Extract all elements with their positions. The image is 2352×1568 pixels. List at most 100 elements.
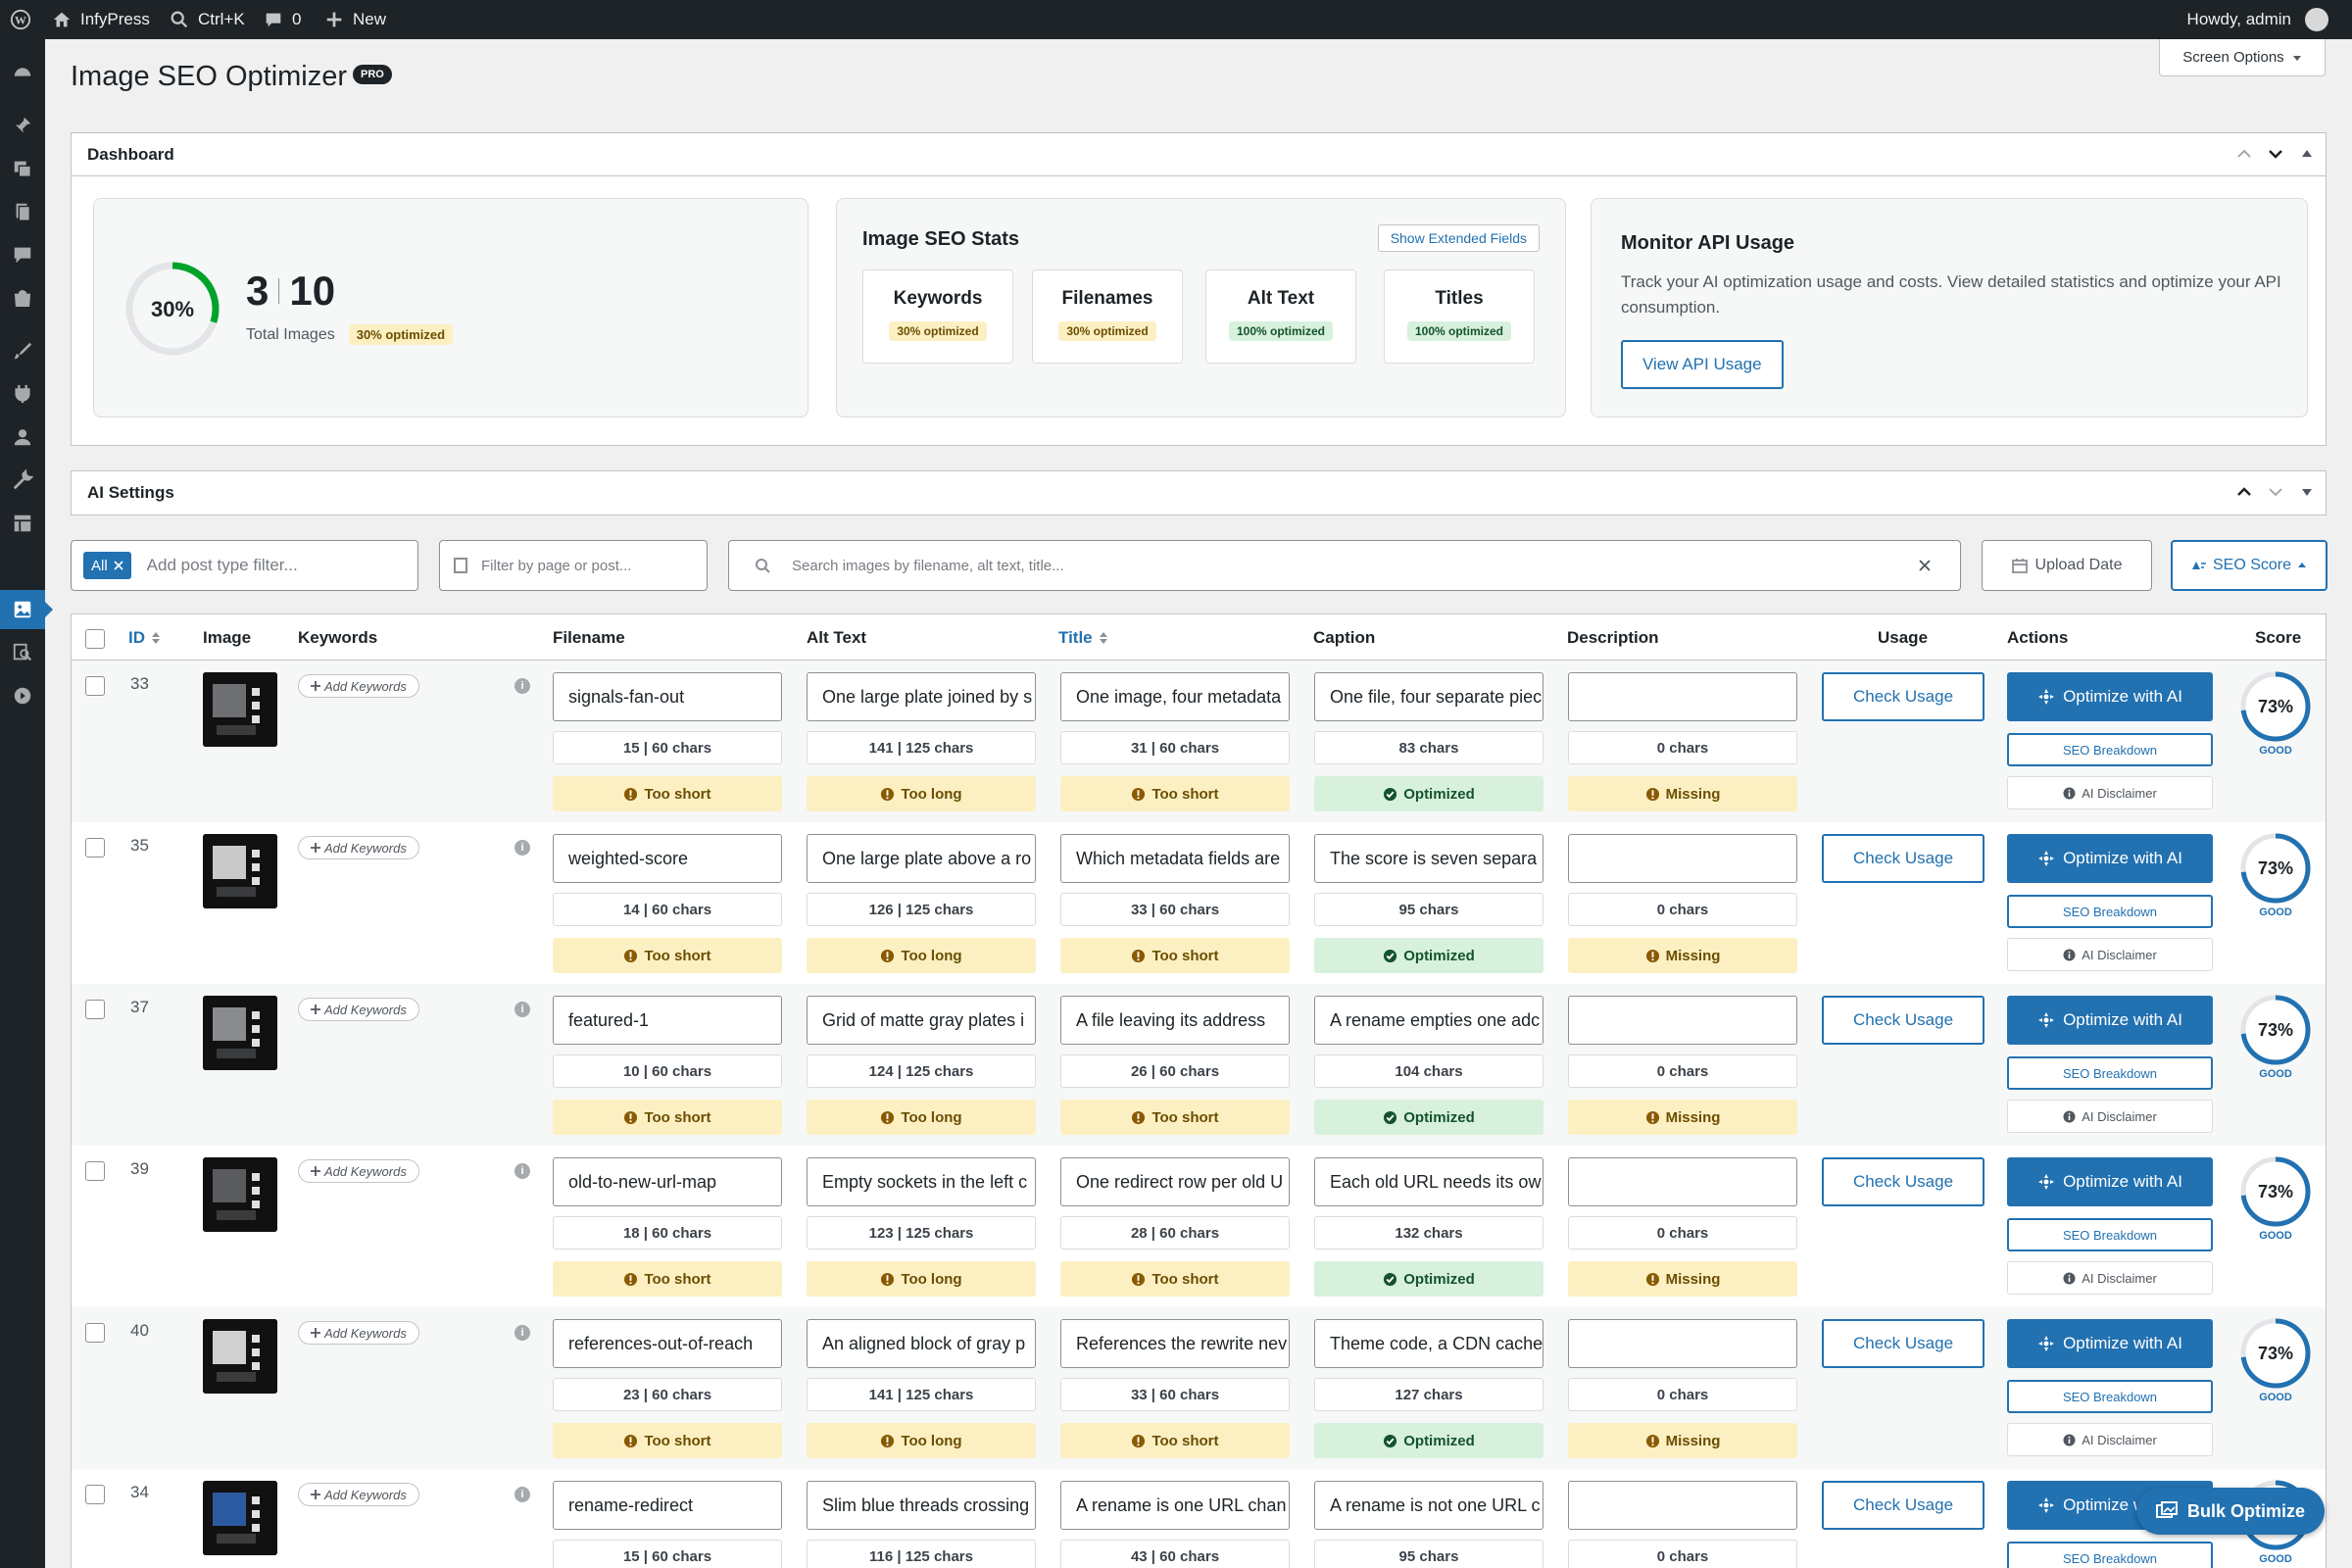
image-thumbnail[interactable]: [203, 996, 277, 1070]
title-input[interactable]: A rename is one URL chan: [1060, 1481, 1290, 1530]
seo-breakdown-button[interactable]: SEO Breakdown: [2007, 733, 2213, 766]
title-input[interactable]: A file leaving its address: [1060, 996, 1290, 1045]
row-checkbox[interactable]: [85, 1000, 105, 1019]
image-search-field[interactable]: Search images by filename, alt text, tit…: [728, 540, 1961, 591]
select-all-checkbox[interactable]: [85, 629, 105, 649]
info-icon[interactable]: i: [514, 1325, 530, 1341]
description-input[interactable]: [1568, 1319, 1797, 1368]
caption-input[interactable]: A rename is not one URL c: [1314, 1481, 1544, 1530]
description-input[interactable]: [1568, 834, 1797, 883]
image-thumbnail[interactable]: [203, 834, 277, 908]
image-thumbnail[interactable]: [203, 1481, 277, 1555]
move-up-icon[interactable]: [2235, 145, 2253, 163]
info-icon[interactable]: i: [514, 1002, 530, 1017]
collapse-menu-icon[interactable]: [11, 684, 34, 708]
check-usage-button[interactable]: Check Usage: [1822, 996, 1984, 1045]
caption-input[interactable]: The score is seven separa: [1314, 834, 1544, 883]
seo-score[interactable]: 73% GOOD: [2239, 670, 2312, 757]
clear-search-icon[interactable]: [1919, 560, 1931, 571]
comments-icon[interactable]: [11, 243, 34, 267]
alt-text-input[interactable]: Grid of matte gray plates i: [807, 996, 1036, 1045]
ai-disclaimer-button[interactable]: AI Disclaimer: [2007, 1423, 2213, 1456]
seo-breakdown-button[interactable]: SEO Breakdown: [2007, 1056, 2213, 1090]
seo-score[interactable]: 73% GOOD: [2239, 994, 2312, 1080]
dashboard-panel-header[interactable]: Dashboard: [72, 133, 2326, 176]
seo-search-icon[interactable]: [11, 641, 34, 664]
description-input[interactable]: [1568, 1157, 1797, 1206]
new-content-link[interactable]: New: [323, 0, 386, 39]
row-checkbox[interactable]: [85, 1323, 105, 1343]
seo-score[interactable]: 73% GOOD: [2239, 832, 2312, 918]
description-input[interactable]: [1568, 996, 1797, 1045]
image-thumbnail[interactable]: [203, 1319, 277, 1394]
check-usage-button[interactable]: Check Usage: [1822, 1481, 1984, 1530]
description-input[interactable]: [1568, 672, 1797, 721]
title-input[interactable]: References the rewrite nev: [1060, 1319, 1290, 1368]
seo-breakdown-button[interactable]: SEO Breakdown: [2007, 1218, 2213, 1251]
ai-disclaimer-button[interactable]: AI Disclaimer: [2007, 1100, 2213, 1133]
title-input[interactable]: One redirect row per old U: [1060, 1157, 1290, 1206]
seo-score-sort[interactable]: SEO Score: [2171, 540, 2328, 591]
add-keywords-button[interactable]: Add Keywords: [298, 674, 419, 698]
add-keywords-button[interactable]: Add Keywords: [298, 1321, 419, 1345]
woocommerce-icon[interactable]: [11, 286, 34, 310]
check-usage-button[interactable]: Check Usage: [1822, 1319, 1984, 1368]
info-icon[interactable]: i: [514, 678, 530, 694]
image-seo-icon[interactable]: [11, 598, 34, 621]
collapse-toggle-icon[interactable]: [2298, 145, 2316, 163]
caption-input[interactable]: Each old URL needs its ow: [1314, 1157, 1544, 1206]
page-filter[interactable]: Filter by page or post...: [439, 540, 708, 591]
row-checkbox[interactable]: [85, 676, 105, 696]
caption-input[interactable]: A rename empties one adc: [1314, 996, 1544, 1045]
optimize-with-ai-button[interactable]: Optimize with AI: [2007, 996, 2213, 1045]
tools-icon[interactable]: [11, 468, 34, 492]
move-down-icon[interactable]: [2267, 145, 2284, 163]
upload-date-sort[interactable]: Upload Date: [1982, 540, 2152, 591]
check-usage-button[interactable]: Check Usage: [1822, 834, 1984, 883]
optimize-with-ai-button[interactable]: Optimize with AI: [2007, 1319, 2213, 1368]
screen-options-button[interactable]: Screen Options: [2159, 39, 2326, 76]
alt-text-input[interactable]: Slim blue threads crossing: [807, 1481, 1036, 1530]
ai-disclaimer-button[interactable]: AI Disclaimer: [2007, 776, 2213, 809]
add-keywords-button[interactable]: Add Keywords: [298, 1159, 419, 1183]
title-input[interactable]: One image, four metadata: [1060, 672, 1290, 721]
alt-text-input[interactable]: An aligned block of gray p: [807, 1319, 1036, 1368]
filename-input[interactable]: featured-1: [553, 996, 782, 1045]
ai-settings-panel-header[interactable]: AI Settings: [72, 471, 2326, 514]
expand-toggle-icon[interactable]: [2298, 483, 2316, 501]
filename-input[interactable]: old-to-new-url-map: [553, 1157, 782, 1206]
comments-link[interactable]: 0: [263, 0, 301, 39]
image-thumbnail[interactable]: [203, 672, 277, 747]
appearance-icon[interactable]: [11, 339, 34, 363]
filename-input[interactable]: signals-fan-out: [553, 672, 782, 721]
optimize-with-ai-button[interactable]: Optimize with AI: [2007, 1157, 2213, 1206]
move-up-icon[interactable]: [2235, 483, 2253, 501]
info-icon[interactable]: i: [514, 1163, 530, 1179]
add-keywords-button[interactable]: Add Keywords: [298, 1483, 419, 1506]
seo-breakdown-button[interactable]: SEO Breakdown: [2007, 1542, 2213, 1568]
close-icon[interactable]: [114, 561, 123, 570]
pin-icon[interactable]: [11, 114, 34, 137]
filter-tag-all[interactable]: All: [83, 552, 131, 579]
column-id[interactable]: ID: [128, 628, 161, 648]
ai-disclaimer-button[interactable]: AI Disclaimer: [2007, 938, 2213, 971]
account-menu[interactable]: Howdy, admin: [2187, 0, 2328, 39]
bulk-optimize-button[interactable]: Bulk Optimize: [2136, 1488, 2325, 1535]
filename-input[interactable]: rename-redirect: [553, 1481, 782, 1530]
seo-score[interactable]: 73% GOOD: [2239, 1317, 2312, 1403]
seo-breakdown-button[interactable]: SEO Breakdown: [2007, 895, 2213, 928]
title-input[interactable]: Which metadata fields are: [1060, 834, 1290, 883]
column-title[interactable]: Title: [1058, 628, 1108, 648]
alt-text-input[interactable]: Empty sockets in the left c: [807, 1157, 1036, 1206]
media-icon[interactable]: [11, 157, 34, 180]
users-icon[interactable]: [11, 425, 34, 449]
row-checkbox[interactable]: [85, 1485, 105, 1504]
optimize-with-ai-button[interactable]: Optimize with AI: [2007, 672, 2213, 721]
pages-icon[interactable]: [11, 200, 34, 223]
seo-breakdown-button[interactable]: SEO Breakdown: [2007, 1380, 2213, 1413]
check-usage-button[interactable]: Check Usage: [1822, 672, 1984, 721]
info-icon[interactable]: i: [514, 840, 530, 856]
check-usage-button[interactable]: Check Usage: [1822, 1157, 1984, 1206]
row-checkbox[interactable]: [85, 838, 105, 858]
alt-text-input[interactable]: One large plate above a ro: [807, 834, 1036, 883]
